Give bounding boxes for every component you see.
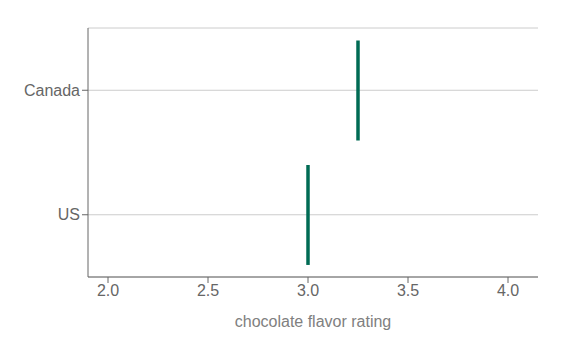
svg-text:Canada: Canada [24, 82, 80, 99]
svg-text:3.5: 3.5 [397, 282, 419, 299]
svg-text:2.5: 2.5 [197, 282, 219, 299]
svg-text:chocolate flavor rating: chocolate flavor rating [235, 313, 392, 330]
svg-text:3.0: 3.0 [297, 282, 319, 299]
svg-text:4.0: 4.0 [497, 282, 519, 299]
svg-text:US: US [58, 206, 80, 223]
svg-text:2.0: 2.0 [97, 282, 119, 299]
